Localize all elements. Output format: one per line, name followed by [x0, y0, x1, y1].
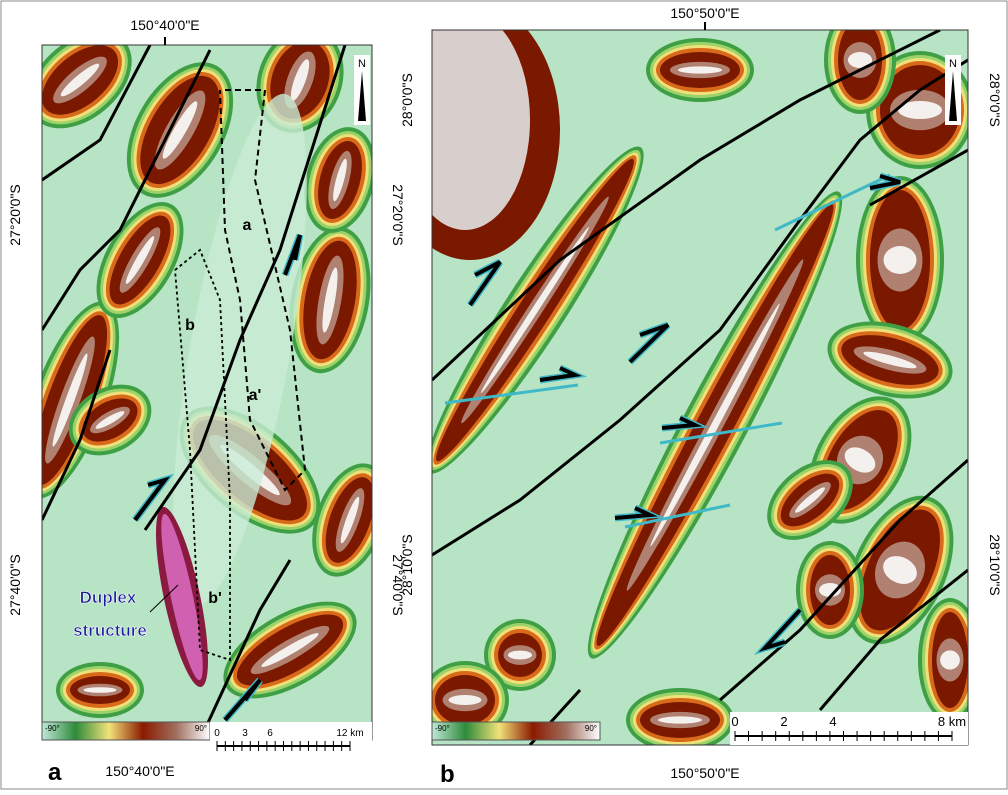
- feature-label: b': [208, 590, 222, 607]
- scale-label: 12 km: [336, 728, 363, 739]
- feature-label: b: [185, 317, 195, 334]
- legend-min: -90°: [45, 724, 60, 733]
- lat-label: 27°20'0"S: [390, 184, 406, 246]
- map-a: [1, 12, 403, 740]
- ridge-crest: [508, 651, 532, 660]
- scale-label: 6: [267, 728, 273, 739]
- annotation: Duplex: [80, 588, 137, 607]
- north-label: N: [949, 58, 957, 70]
- panel-label: b: [440, 761, 455, 788]
- legend-min: -90°: [435, 724, 450, 733]
- scale-label: 0: [214, 728, 220, 739]
- feature-label: a: [243, 217, 252, 234]
- legend-bar: [432, 722, 600, 740]
- highland-core: [400, 10, 530, 230]
- lat-label: 27°20'0"S: [7, 184, 23, 246]
- legend-max: 90°: [585, 724, 597, 733]
- scale-label: 0: [731, 714, 738, 729]
- ridge-crest: [658, 716, 702, 723]
- lat-label: 27°40'0"S: [7, 554, 23, 616]
- scale-label: 4: [829, 714, 836, 729]
- scale-label: 8 km: [938, 714, 966, 729]
- lon-label: 150°50'0"E: [670, 5, 739, 21]
- scale-box: [730, 712, 968, 745]
- panel-label: a: [48, 759, 62, 786]
- north-label: N: [358, 58, 366, 70]
- ridge-crest: [940, 650, 960, 669]
- lat-label: 28°10'0"S: [399, 534, 415, 596]
- annotation: structure: [73, 621, 147, 640]
- ridge-crest: [84, 687, 117, 693]
- feature-label: a': [249, 387, 262, 404]
- lon-label: 150°50'0"E: [670, 765, 739, 781]
- figure: 150°40'0"E 150°40'0"E 27°20'0"S 27°20'0"S 27…: [0, 0, 1008, 790]
- legend-bar: [42, 722, 210, 740]
- lon-label: 150°40'0"E: [105, 763, 174, 779]
- lat-label: 28°0'0"S: [399, 73, 415, 127]
- legend-max: 90°: [195, 724, 207, 733]
- lat-label: 28°10'0"S: [987, 534, 1003, 596]
- ridge-crest: [449, 695, 482, 705]
- scale-label: 2: [780, 714, 787, 729]
- lat-label: 28°0'0"S: [987, 73, 1003, 127]
- scale-label: 3: [242, 728, 248, 739]
- ridge-crest: [884, 246, 917, 274]
- map-b: [380, 0, 982, 752]
- ridge-crest: [678, 66, 722, 73]
- lon-label: 150°40'0"E: [130, 17, 199, 33]
